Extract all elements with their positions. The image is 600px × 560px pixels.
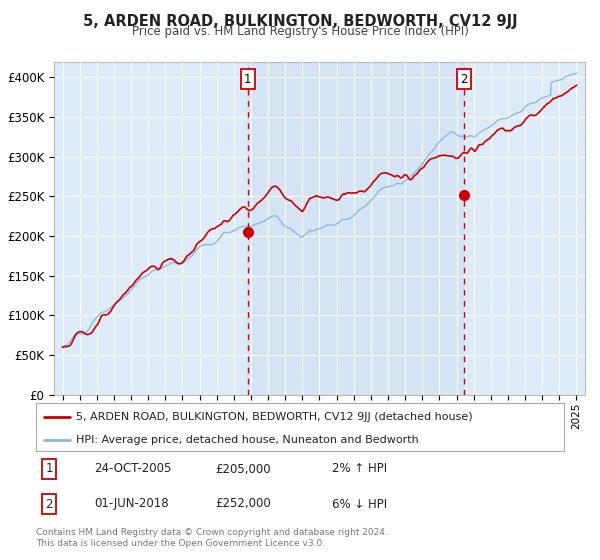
Text: 1: 1: [46, 463, 53, 475]
Text: £252,000: £252,000: [215, 497, 271, 511]
Text: £205,000: £205,000: [215, 463, 271, 475]
Text: 2% ↑ HPI: 2% ↑ HPI: [332, 463, 387, 475]
Text: 1: 1: [244, 73, 251, 86]
Text: Price paid vs. HM Land Registry's House Price Index (HPI): Price paid vs. HM Land Registry's House …: [131, 25, 469, 38]
Text: 6% ↓ HPI: 6% ↓ HPI: [332, 497, 387, 511]
Text: 5, ARDEN ROAD, BULKINGTON, BEDWORTH, CV12 9JJ (detached house): 5, ARDEN ROAD, BULKINGTON, BEDWORTH, CV1…: [76, 412, 472, 422]
Text: 2: 2: [46, 497, 53, 511]
Text: 01-JUN-2018: 01-JUN-2018: [94, 497, 169, 511]
Text: HPI: Average price, detached house, Nuneaton and Bedworth: HPI: Average price, detached house, Nune…: [76, 435, 418, 445]
Text: 5, ARDEN ROAD, BULKINGTON, BEDWORTH, CV12 9JJ: 5, ARDEN ROAD, BULKINGTON, BEDWORTH, CV1…: [83, 14, 517, 29]
Text: 2: 2: [460, 73, 467, 86]
Text: Contains HM Land Registry data © Crown copyright and database right 2024.
This d: Contains HM Land Registry data © Crown c…: [36, 528, 388, 548]
Text: 24-OCT-2005: 24-OCT-2005: [94, 463, 172, 475]
